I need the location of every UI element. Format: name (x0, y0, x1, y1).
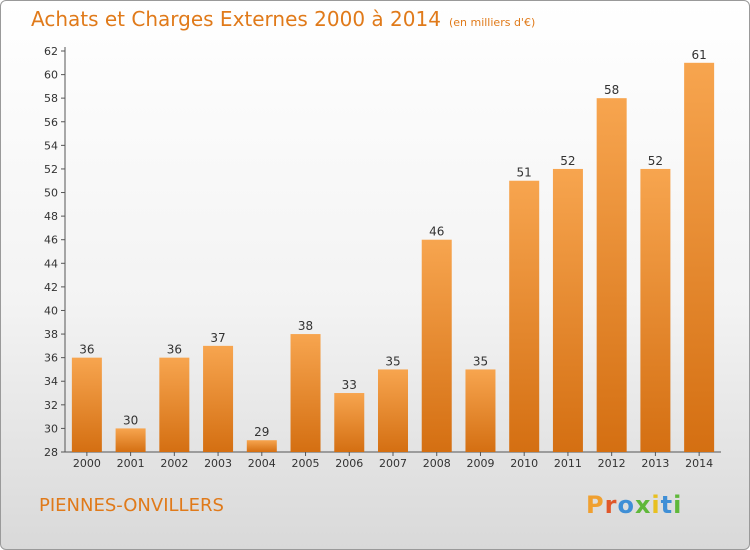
bar (465, 369, 496, 452)
logo-letter: t (660, 491, 674, 519)
logo-letter: i (673, 491, 683, 519)
x-tick-label: 2010 (510, 457, 538, 470)
x-tick-label: 2009 (466, 457, 494, 470)
bar-value-label: 37 (210, 331, 225, 345)
bar-value-label: 52 (648, 154, 663, 168)
y-tick-label: 58 (44, 92, 58, 105)
bar-value-label: 36 (79, 343, 94, 357)
bar (378, 369, 408, 452)
x-tick-label: 2005 (292, 457, 320, 470)
y-tick-label: 38 (44, 328, 58, 341)
bar-value-label: 58 (604, 83, 619, 97)
logo-letter: r (604, 491, 618, 519)
bar-value-label: 33 (342, 378, 357, 392)
bar-value-label: 52 (560, 154, 575, 168)
bar-value-label: 61 (691, 48, 706, 62)
y-tick-label: 46 (44, 234, 58, 247)
x-tick-label: 2001 (117, 457, 145, 470)
y-tick-label: 36 (44, 352, 58, 365)
logo-letter: x (634, 491, 652, 519)
y-tick-label: 34 (44, 375, 58, 388)
chart-title: Achats et Charges Externes 2000 à 2014 (31, 7, 441, 31)
y-tick-label: 54 (44, 139, 58, 152)
y-tick-label: 50 (44, 187, 58, 200)
place-name: PIENNES-ONVILLERS (39, 495, 224, 516)
bar (334, 393, 365, 452)
chart-subtitle: (en milliers d'€) (448, 16, 536, 29)
bar-value-label: 35 (473, 354, 488, 368)
x-tick-label: 2012 (598, 457, 626, 470)
bar-value-label: 29 (254, 425, 269, 439)
bar (71, 357, 102, 452)
logo-letter: P (586, 491, 605, 519)
y-tick-label: 62 (44, 45, 58, 58)
bar (290, 334, 321, 452)
bar (640, 168, 671, 453)
title-block: Achats et Charges Externes 2000 à 2014 (e… (31, 7, 535, 31)
y-tick-label: 44 (44, 257, 58, 270)
y-tick-label: 30 (44, 422, 58, 435)
bar-value-label: 35 (385, 354, 400, 368)
bar (596, 98, 627, 453)
x-tick-label: 2013 (641, 457, 669, 470)
y-tick-label: 56 (44, 116, 58, 129)
bar-value-label: 36 (167, 343, 182, 357)
y-tick-label: 40 (44, 304, 58, 317)
bar (684, 62, 715, 452)
y-tick-label: 42 (44, 281, 58, 294)
bar (246, 440, 277, 452)
y-tick-label: 32 (44, 399, 58, 412)
bar-value-label: 51 (517, 166, 532, 180)
bar-value-label: 46 (429, 225, 444, 239)
y-tick-label: 48 (44, 210, 58, 223)
bar (203, 345, 234, 452)
bar (115, 428, 146, 452)
proxiti-logo: Proxiti (586, 491, 682, 519)
y-tick-label: 52 (44, 163, 58, 176)
x-tick-label: 2011 (554, 457, 582, 470)
logo-letter: o (617, 491, 635, 519)
x-tick-label: 2003 (204, 457, 232, 470)
x-tick-label: 2004 (248, 457, 276, 470)
x-tick-label: 2000 (73, 457, 101, 470)
bar (421, 239, 452, 452)
bar (159, 357, 190, 452)
logo-letter: i (651, 491, 661, 519)
bar (552, 168, 583, 453)
bar-value-label: 38 (298, 319, 313, 333)
y-tick-label: 28 (44, 446, 58, 459)
x-tick-label: 2014 (685, 457, 713, 470)
bar (509, 180, 540, 452)
x-tick-label: 2008 (423, 457, 451, 470)
y-tick-label: 60 (44, 69, 58, 82)
x-tick-label: 2002 (160, 457, 188, 470)
x-tick-label: 2006 (335, 457, 363, 470)
bar-value-label: 30 (123, 413, 138, 427)
x-tick-label: 2007 (379, 457, 407, 470)
